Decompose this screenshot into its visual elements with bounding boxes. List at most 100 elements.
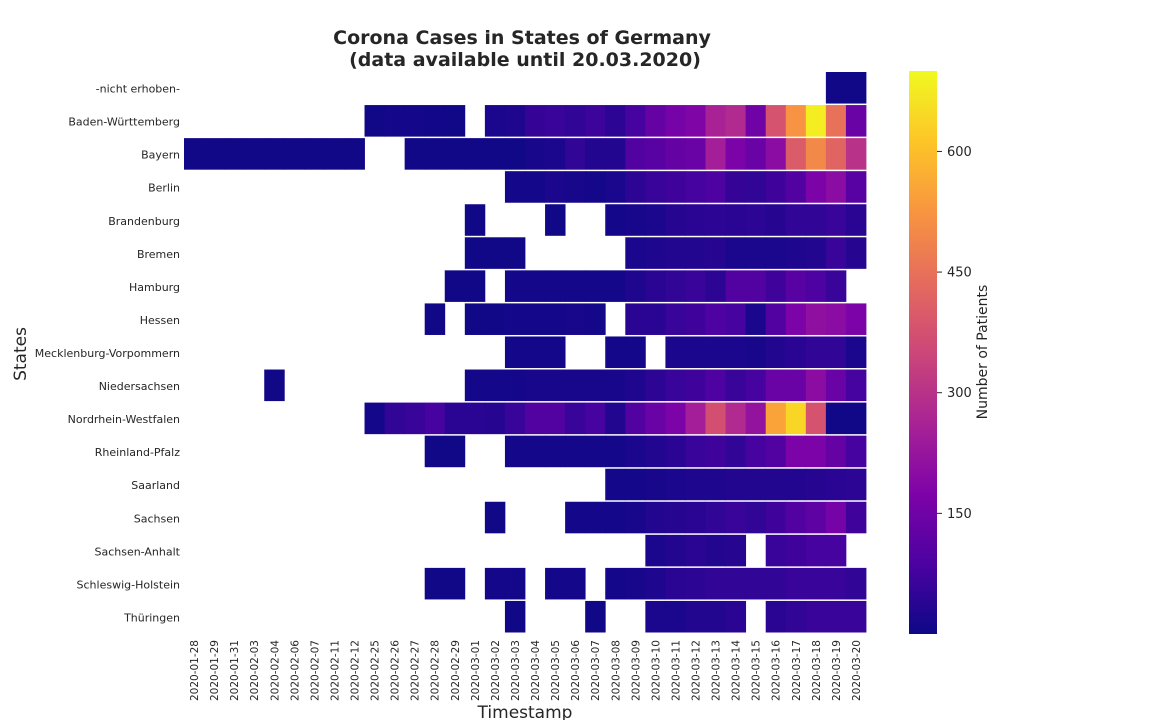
x-tick-labels: 2020-01-28 2020-01-29 2020-01-31 2020-02-03… (189, 640, 863, 701)
x-tick-label: 2020-02-11 (329, 640, 341, 701)
heatmap-cell (705, 402, 726, 435)
heatmap-cell (264, 138, 285, 170)
heatmap-cell (825, 501, 847, 534)
heatmap-cell (605, 270, 626, 302)
x-tick-label: 2020-03-19 (831, 640, 843, 701)
heatmap-cell (705, 270, 726, 302)
heatmap-cell (484, 501, 506, 534)
colorbar-tick-label: 450 (947, 266, 972, 281)
heatmap-cell (845, 468, 867, 501)
heatmap-cell (745, 402, 767, 435)
heatmap-cell (745, 105, 767, 137)
x-axis-label: Timestamp (477, 703, 573, 720)
heatmap-cell (745, 501, 767, 534)
heatmap-cell (224, 138, 245, 170)
heatmap-cell (665, 105, 686, 137)
heatmap-cell (805, 237, 827, 269)
x-tick-label: 2020-01-31 (229, 640, 241, 701)
heatmap-cell (525, 369, 546, 402)
heatmap-cell (504, 237, 526, 269)
heatmap-cell (565, 105, 586, 137)
heatmap-cell (665, 567, 686, 600)
x-tick-label: 2020-01-28 (189, 640, 201, 701)
heatmap-cell (625, 336, 646, 369)
heatmap-cell (825, 72, 847, 104)
colorbar (909, 71, 937, 634)
x-tick-label: 2020-02-04 (269, 640, 281, 701)
heatmap-cell (645, 501, 666, 534)
heatmap-cell (605, 402, 626, 435)
heatmap-cell (665, 468, 686, 501)
heatmap-cell (545, 369, 566, 402)
heatmap-cell (725, 303, 747, 335)
heatmap-cell (685, 171, 706, 203)
colorbar-ticks: 150 300 450 600 (937, 145, 972, 522)
chart-title-line2: (data available until 20.03.2020) (349, 49, 701, 71)
heatmap-cell (424, 435, 446, 468)
heatmap-cell (384, 105, 406, 137)
heatmap-cell (625, 468, 646, 501)
heatmap-cell (825, 270, 847, 302)
x-tick-label: 2020-03-08 (610, 640, 622, 701)
heatmap-cell (565, 138, 586, 170)
heatmap-cell (685, 501, 706, 534)
heatmap-cell (484, 237, 506, 269)
heatmap-cell (605, 336, 626, 369)
heatmap-cell (585, 435, 606, 468)
heatmap-cell (284, 138, 305, 170)
heatmap-cell (765, 402, 787, 435)
heatmap-cell (785, 270, 807, 302)
heatmap-cell (845, 72, 867, 104)
x-tick-label: 2020-03-20 (851, 640, 863, 701)
heatmap-cell (785, 204, 807, 236)
heatmap-cell (725, 336, 747, 369)
heatmap-cell (685, 369, 706, 402)
heatmap-cell (504, 369, 526, 402)
x-tick-label: 2020-02-07 (309, 640, 321, 701)
heatmap-cell (685, 303, 706, 335)
heatmap-cell (705, 138, 726, 170)
heatmap-cell (825, 468, 847, 501)
x-tick-label: 2020-02-03 (249, 640, 261, 701)
heatmap-cell (765, 138, 787, 170)
heatmap-cell (665, 171, 686, 203)
heatmap-cell (845, 138, 867, 170)
heatmap-cell (685, 435, 706, 468)
heatmap-cell (444, 567, 466, 600)
heatmap-cell (785, 600, 807, 633)
heatmap-cell (725, 501, 747, 534)
heatmap-cell (805, 303, 827, 335)
heatmap-cell (484, 369, 506, 402)
heatmap-cell (765, 567, 787, 600)
x-tick-label: 2020-03-04 (530, 640, 542, 701)
heatmap-cell (504, 600, 526, 633)
heatmap-cell (625, 567, 646, 600)
heatmap-cell (585, 303, 606, 335)
heatmap-cell (825, 204, 847, 236)
heatmap-cell (484, 138, 506, 170)
heatmap-cell (665, 138, 686, 170)
heatmap-cell (525, 138, 546, 170)
heatmap-cell (625, 402, 646, 435)
heatmap-cell (805, 369, 827, 402)
y-tick-label: Niedersachsen (99, 380, 180, 393)
y-tick-label: Brandenburg (108, 215, 180, 228)
heatmap-cell (785, 171, 807, 203)
heatmap-cell (825, 534, 847, 567)
heatmap-cell (645, 468, 666, 501)
heatmap-cell (725, 270, 747, 302)
heatmap-cell (725, 171, 747, 203)
heatmap-cell (805, 501, 827, 534)
x-tick-label: 2020-03-10 (650, 640, 662, 701)
heatmap-cell (605, 501, 626, 534)
heatmap-cell (765, 600, 787, 633)
y-tick-label: Sachsen-Anhalt (94, 545, 180, 558)
heatmap-cell (845, 567, 867, 600)
heatmap-cell (705, 237, 726, 269)
y-tick-label: Saarland (131, 479, 180, 492)
heatmap-cell (805, 270, 827, 302)
y-tick-label: Mecklenburg-Vorpommern (35, 347, 180, 360)
heatmap-cell (705, 303, 726, 335)
heatmap-cell (785, 567, 807, 600)
heatmap-cell (745, 468, 767, 501)
